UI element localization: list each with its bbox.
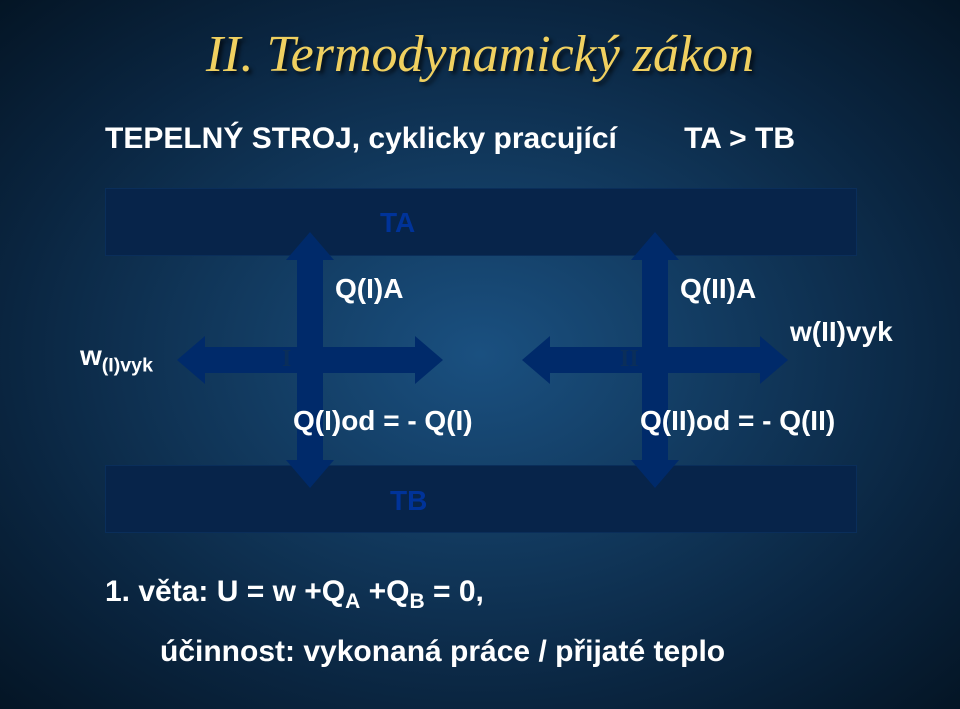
arrow2-head-left [522,336,550,384]
arrow2-head-right [760,336,788,384]
arrow1-top-label: Q(I)A [335,273,403,305]
arrow2-top-label: Q(II)A [680,273,756,305]
arrow1-head-down [286,460,334,488]
arrow2-bottom-label: Q(II)od = - Q(II) [640,405,835,437]
reservoir-bottom-label: TB [390,485,427,517]
reservoir-top-label: TA [380,207,415,239]
arrow1-head-right [415,336,443,384]
arrow1-head-left [177,336,205,384]
reservoir-top-bar [105,188,857,256]
equation-line2: účinnost: vykonaná práce / přijaté teplo [160,635,725,669]
subtitle-row: TEPELNÝ STROJ, cyklicky pracující TA > T… [105,122,865,156]
arrow2-head-down [631,460,679,488]
arrow2-right-label: w(II)vyk [790,316,893,348]
equation-line1: 1. věta: U = w +QA +QB = 0, [105,575,484,614]
arrow2-vbar [642,250,668,470]
arrow1-head-up [286,232,334,260]
arrow2-center-label: II [620,346,639,373]
arrow2-head-up [631,232,679,260]
arrow1-center-label: I [282,346,291,373]
reservoir-bottom-bar [105,465,857,533]
arrow1-vbar [297,250,323,470]
subtitle-left: TEPELNÝ STROJ, cyklicky pracující [105,122,617,156]
arrow1-bottom-label: Q(I)od = - Q(I) [293,405,473,437]
arrow1-left-label: w(I)vyk [80,340,153,378]
slide-title: II. Termodynamický zákon [0,25,960,84]
subtitle-right: TA > TB [684,122,795,156]
